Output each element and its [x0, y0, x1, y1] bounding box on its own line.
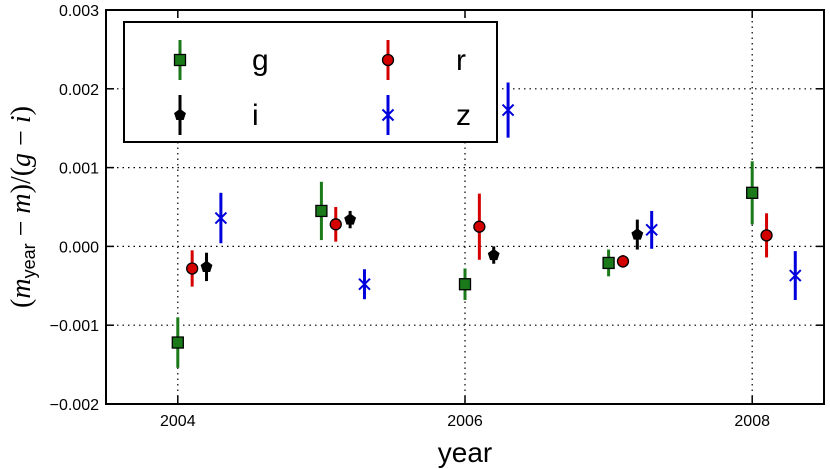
point-z	[501, 103, 515, 117]
x-axis-label: year	[438, 437, 492, 468]
point-r	[186, 262, 199, 275]
point-z	[358, 278, 371, 291]
y-axis-label-m1: m	[6, 278, 37, 298]
y-axis-label-minus2: −	[6, 123, 37, 153]
legend-marker-r	[381, 53, 395, 67]
y-axis-label-open: (	[6, 299, 37, 308]
legend-entry-g: g	[173, 40, 269, 80]
series-z	[214, 82, 802, 300]
legend-marker-g	[173, 53, 187, 67]
x-tick-label: 2006	[447, 413, 483, 430]
legend-entry-z: z	[381, 95, 471, 135]
point-g	[602, 256, 615, 270]
legend-box	[123, 21, 498, 143]
point-i	[344, 213, 357, 225]
point-z	[789, 269, 802, 282]
legend-entries: g r i z	[173, 40, 471, 135]
y-axis-label-i: i	[6, 115, 37, 123]
point-r	[329, 218, 342, 231]
point-g	[315, 204, 328, 218]
y-tick-label: −0.002	[50, 397, 99, 414]
y-axis-label-m2: m	[6, 193, 37, 213]
series-i	[200, 210, 644, 282]
legend-entry-r: r	[381, 40, 466, 80]
legend-marker-i	[174, 108, 186, 121]
axis-ticks: 2004 2006 2008 −0.002 −0.001 0.000 0.001 0.002 0…	[50, 3, 824, 430]
y-tick-label: −0.001	[50, 318, 99, 335]
x-tick-label: 2004	[160, 413, 196, 430]
legend: g r i z	[123, 21, 498, 143]
legend-entry-i: i	[174, 95, 259, 135]
point-z	[645, 223, 658, 237]
y-tick-label: 0.000	[59, 239, 99, 256]
legend-label: i	[252, 99, 259, 132]
point-g	[746, 186, 759, 199]
series-g	[171, 161, 759, 368]
point-r	[473, 220, 486, 233]
y-axis-label-mid: )/(	[6, 167, 37, 193]
point-i	[631, 228, 644, 240]
y-axis-label-g: g	[6, 153, 37, 167]
point-i	[200, 260, 213, 272]
point-g	[171, 336, 184, 349]
y-axis-label-close: )	[6, 106, 37, 115]
y-axis-label-minus1: −	[6, 214, 37, 244]
y-tick-label: 0.002	[59, 82, 99, 99]
series-r	[186, 193, 773, 287]
y-tick-label: 0.003	[59, 3, 99, 20]
x-tick-label: 2008	[734, 413, 770, 430]
y-axis-label-subscript: year	[19, 243, 39, 278]
point-g	[458, 278, 472, 291]
point-z	[214, 211, 228, 225]
y-axis-label: (myear − m)/(g − i)	[6, 106, 39, 308]
data-series	[171, 82, 802, 368]
legend-label: r	[456, 44, 466, 77]
point-r	[616, 255, 630, 268]
legend-label: g	[252, 44, 269, 77]
y-tick-label: 0.001	[59, 161, 99, 178]
point-i	[487, 248, 500, 261]
point-r	[760, 229, 773, 242]
legend-marker-z	[381, 108, 395, 122]
legend-label: z	[456, 99, 471, 132]
